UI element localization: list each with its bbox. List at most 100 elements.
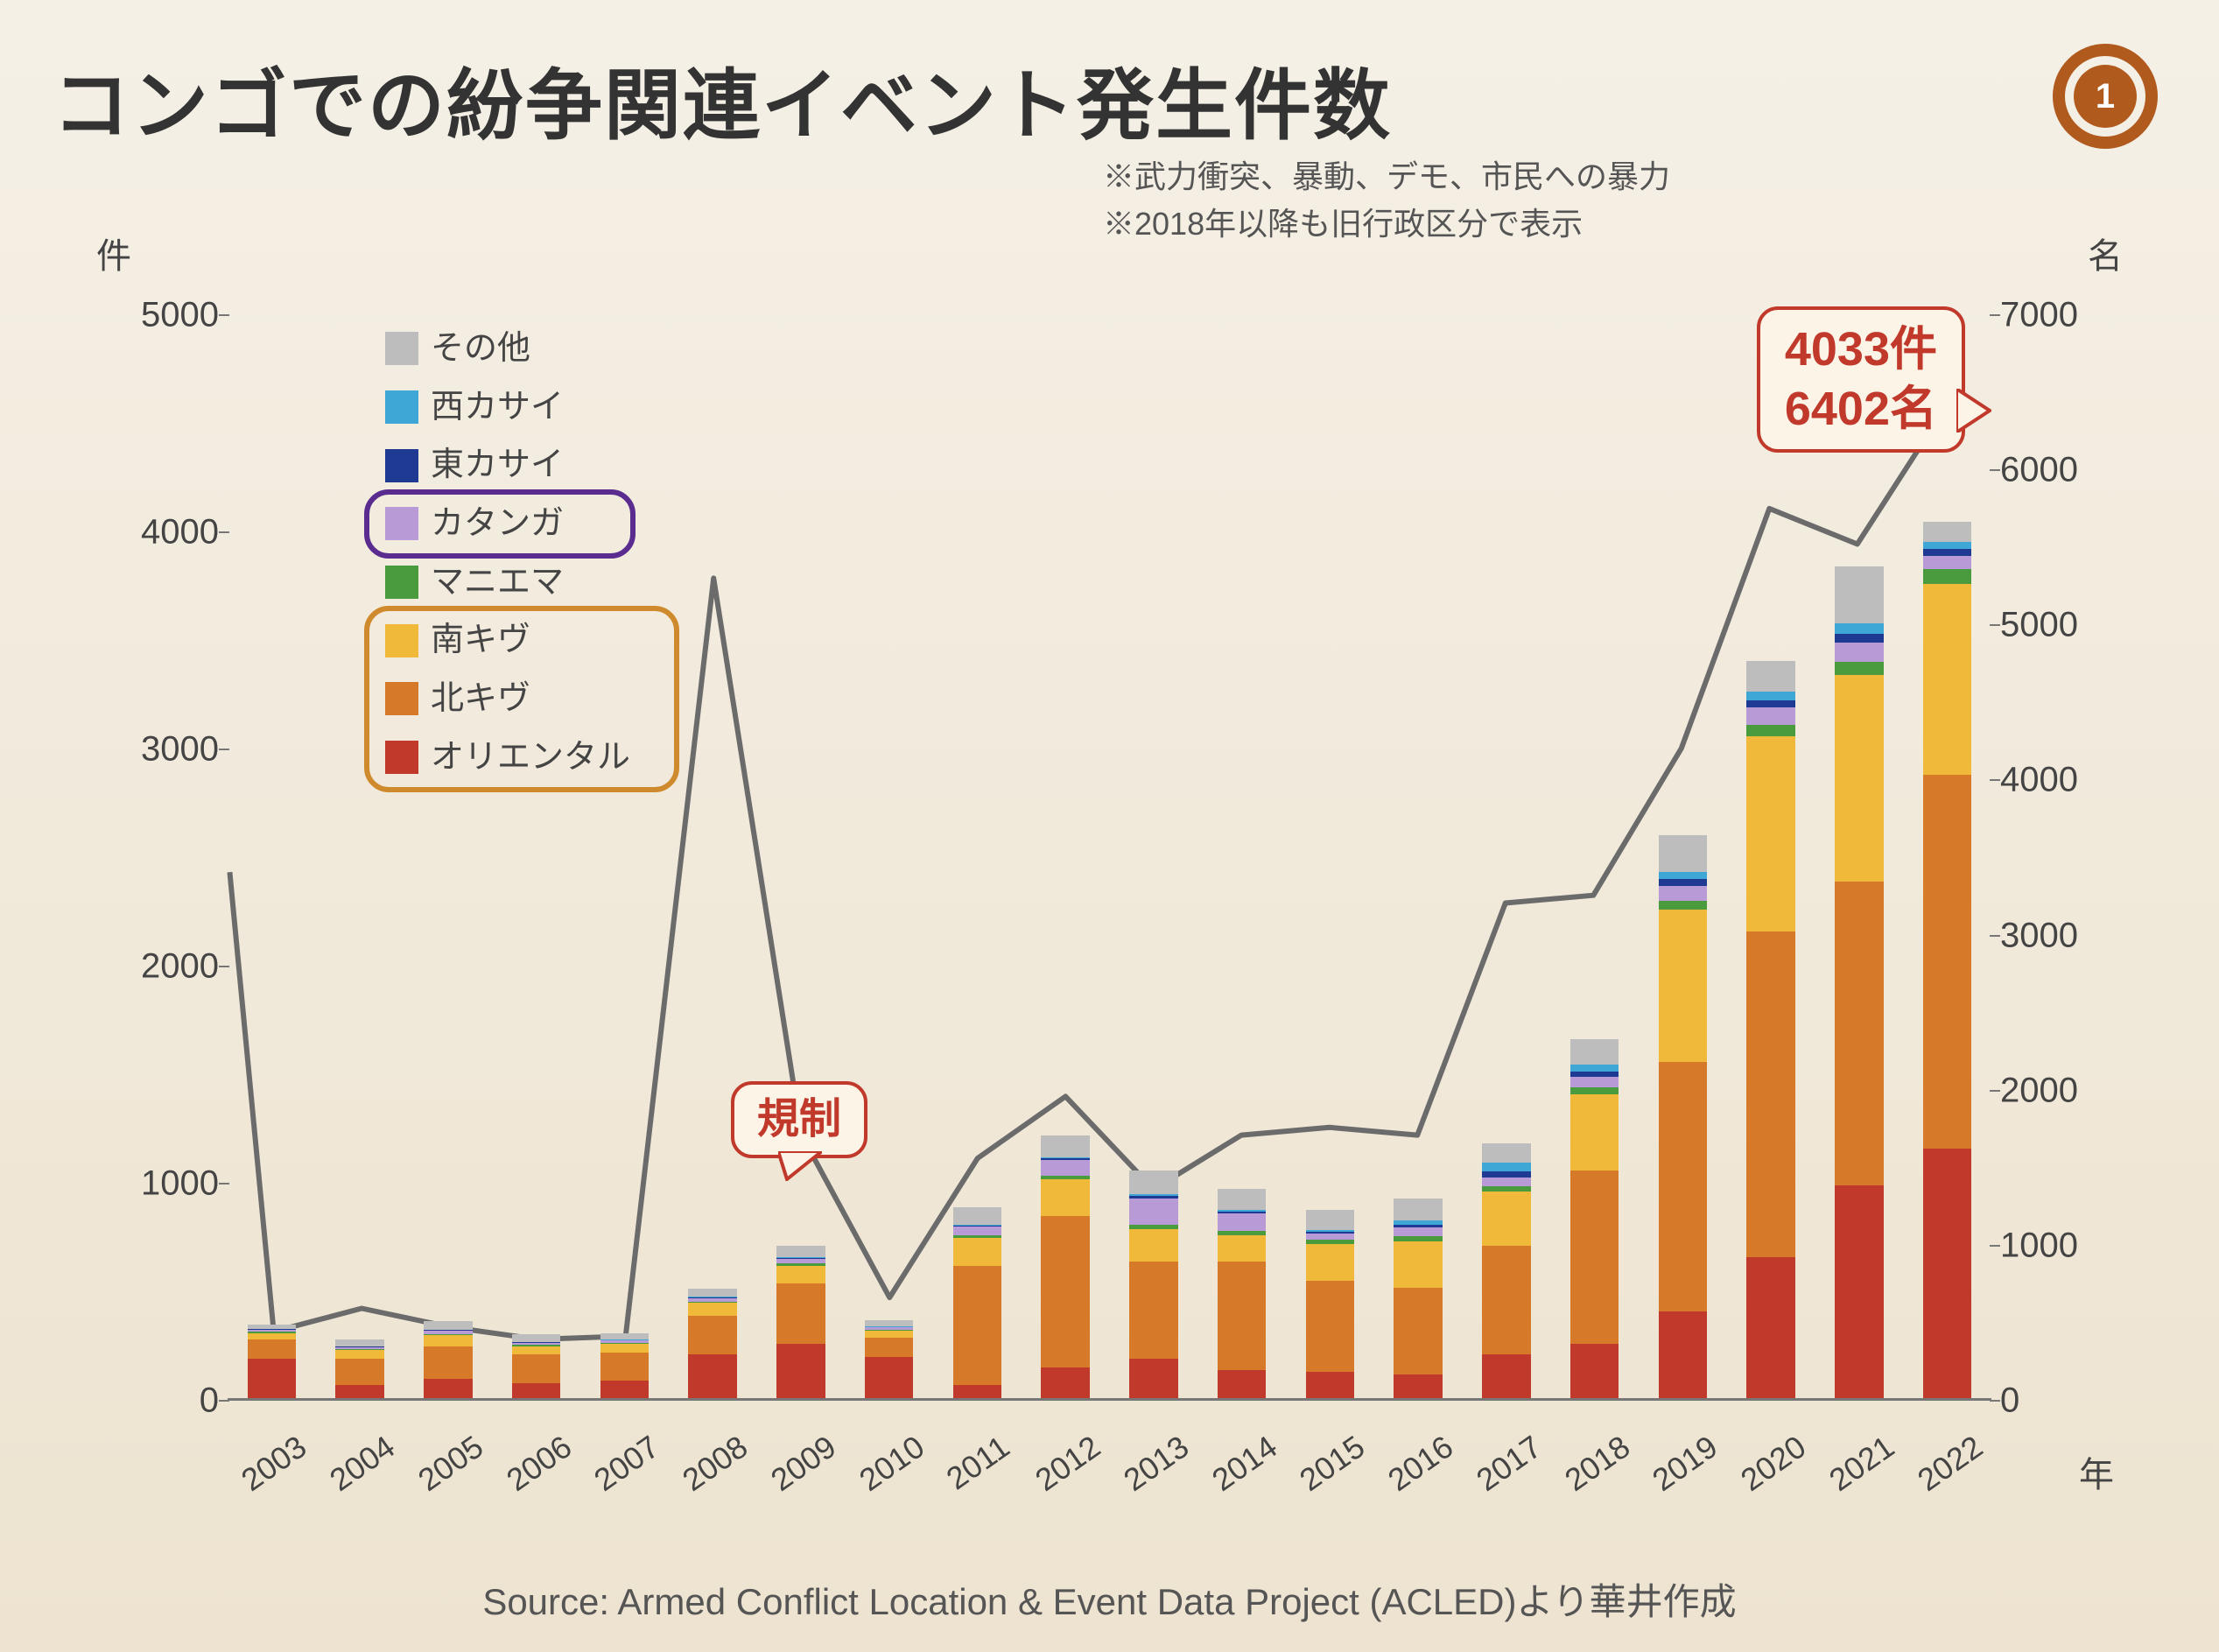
bar-seg-maniema bbox=[1923, 569, 1971, 584]
x-tick: 2009 bbox=[764, 1428, 843, 1498]
bar-seg-nkivu bbox=[1659, 1062, 1707, 1311]
bar-seg-other bbox=[1129, 1170, 1177, 1194]
x-tick: 2014 bbox=[1205, 1428, 1284, 1498]
bar-seg-oriental bbox=[1659, 1311, 1707, 1398]
bar-seg-nkivu bbox=[1570, 1170, 1619, 1344]
bar-seg-ekasai bbox=[1659, 879, 1707, 885]
bar-2008 bbox=[688, 1289, 736, 1398]
bar-2004 bbox=[335, 1339, 383, 1398]
bar-seg-other bbox=[1570, 1039, 1619, 1065]
bar-seg-nkivu bbox=[776, 1283, 825, 1344]
bar-seg-skivu bbox=[424, 1335, 472, 1346]
subtitle-line: ※武力衝突、暴動、デモ、市民への暴力 bbox=[1103, 153, 1670, 200]
x-tick: 2013 bbox=[1117, 1428, 1196, 1498]
bar-seg-oriental bbox=[1482, 1354, 1530, 1398]
bar-seg-katanga bbox=[1218, 1213, 1266, 1231]
legend-item-other: その他 bbox=[376, 320, 639, 378]
bar-seg-nkivu bbox=[512, 1354, 560, 1382]
bar-seg-oriental bbox=[688, 1354, 736, 1398]
bar-seg-skivu bbox=[776, 1266, 825, 1283]
bar-seg-nkivu bbox=[1394, 1288, 1442, 1374]
legend-label: マニエマ bbox=[431, 555, 564, 610]
bar-seg-skivu bbox=[1129, 1229, 1177, 1262]
x-tick: 2003 bbox=[235, 1428, 313, 1498]
bar-seg-skivu bbox=[512, 1346, 560, 1355]
legend-swatch bbox=[385, 566, 418, 599]
page-badge: 1 bbox=[2074, 65, 2137, 128]
x-tick: 2019 bbox=[1646, 1428, 1724, 1498]
x-tick: 2010 bbox=[853, 1428, 931, 1498]
callout-tail-icon bbox=[778, 1151, 822, 1181]
bar-seg-maniema bbox=[1835, 662, 1883, 675]
bar-seg-skivu bbox=[335, 1350, 383, 1359]
bar-2006 bbox=[512, 1334, 560, 1398]
bar-seg-oriental bbox=[335, 1385, 383, 1398]
y-tick-left: 1000 bbox=[114, 1164, 219, 1204]
x-tick: 2008 bbox=[676, 1428, 755, 1498]
chart-area: 件 名 年 その他西カサイ東カサイカタンガマニエマ南キヴ北キヴオリエンタル 40… bbox=[53, 280, 2166, 1550]
bar-seg-other bbox=[1659, 835, 1707, 872]
bar-seg-other bbox=[1306, 1210, 1354, 1229]
bar-2005 bbox=[424, 1321, 472, 1398]
chart-subtitle: ※武力衝突、暴動、デモ、市民への暴力 ※2018年以降も旧行政区分で表示 bbox=[1103, 153, 1670, 248]
bar-seg-oriental bbox=[1746, 1257, 1794, 1398]
bar-seg-other bbox=[953, 1207, 1001, 1225]
y-tick-left: 4000 bbox=[114, 513, 219, 552]
bar-2016 bbox=[1394, 1199, 1442, 1398]
bar-2013 bbox=[1129, 1170, 1177, 1398]
bar-seg-katanga bbox=[1129, 1199, 1177, 1225]
callout-tail-icon bbox=[1956, 389, 1991, 432]
bar-seg-other bbox=[1746, 661, 1794, 692]
callout-line: 6402名 bbox=[1785, 380, 1937, 439]
callout-line: 4033件 bbox=[1785, 320, 1937, 380]
bar-2003 bbox=[248, 1325, 296, 1398]
x-axis-label: 年 bbox=[2079, 1446, 2114, 1497]
bar-seg-other bbox=[424, 1321, 472, 1330]
bar-seg-skivu bbox=[1746, 736, 1794, 931]
bar-seg-other bbox=[865, 1320, 913, 1326]
bar-seg-maniema bbox=[1746, 725, 1794, 735]
subtitle-line: ※2018年以降も旧行政区分で表示 bbox=[1103, 200, 1670, 248]
bar-seg-skivu bbox=[600, 1344, 649, 1353]
bar-seg-nkivu bbox=[600, 1353, 649, 1381]
legend-swatch bbox=[385, 390, 418, 424]
y-axis-left-label: 件 bbox=[96, 228, 131, 278]
x-tick: 2022 bbox=[1911, 1428, 1990, 1498]
bar-seg-oriental bbox=[776, 1344, 825, 1398]
bar-seg-maniema bbox=[1659, 901, 1707, 910]
bar-seg-nkivu bbox=[248, 1339, 296, 1359]
bar-seg-other bbox=[1835, 566, 1883, 622]
x-tick: 2006 bbox=[500, 1428, 579, 1498]
bar-seg-other bbox=[1218, 1189, 1266, 1211]
x-tick: 2018 bbox=[1558, 1428, 1637, 1498]
bar-2021 bbox=[1835, 566, 1883, 1398]
bar-seg-oriental bbox=[1394, 1374, 1442, 1398]
x-tick: 2021 bbox=[1822, 1428, 1901, 1498]
bar-seg-other bbox=[688, 1289, 736, 1297]
bar-seg-katanga bbox=[1923, 556, 1971, 569]
y-tick-right: 5000 bbox=[2000, 606, 2105, 645]
bar-seg-skivu bbox=[865, 1331, 913, 1337]
bar-seg-other bbox=[776, 1246, 825, 1256]
bar-seg-nkivu bbox=[424, 1346, 472, 1379]
legend-swatch bbox=[385, 332, 418, 365]
bar-2017 bbox=[1482, 1143, 1530, 1398]
bar-seg-skivu bbox=[953, 1238, 1001, 1266]
bar-seg-other bbox=[600, 1333, 649, 1339]
bar-seg-skivu bbox=[1482, 1192, 1530, 1246]
bar-seg-skivu bbox=[1835, 675, 1883, 882]
bar-seg-nkivu bbox=[953, 1266, 1001, 1385]
bar-seg-oriental bbox=[1129, 1359, 1177, 1398]
bar-seg-nkivu bbox=[688, 1316, 736, 1355]
bar-2015 bbox=[1306, 1210, 1354, 1398]
y-tick-right: 4000 bbox=[2000, 761, 2105, 800]
bar-seg-wkasai bbox=[1835, 623, 1883, 634]
bar-seg-wkasai bbox=[1923, 542, 1971, 550]
callout-totals: 4033件 6402名 bbox=[1757, 306, 1965, 453]
bar-seg-ekasai bbox=[1923, 549, 1971, 555]
bar-2022 bbox=[1923, 522, 1971, 1398]
y-tick-left: 5000 bbox=[114, 296, 219, 335]
y-axis-right-label: 名 bbox=[2088, 228, 2123, 278]
bar-seg-oriental bbox=[865, 1357, 913, 1398]
x-tick: 2007 bbox=[587, 1428, 666, 1498]
